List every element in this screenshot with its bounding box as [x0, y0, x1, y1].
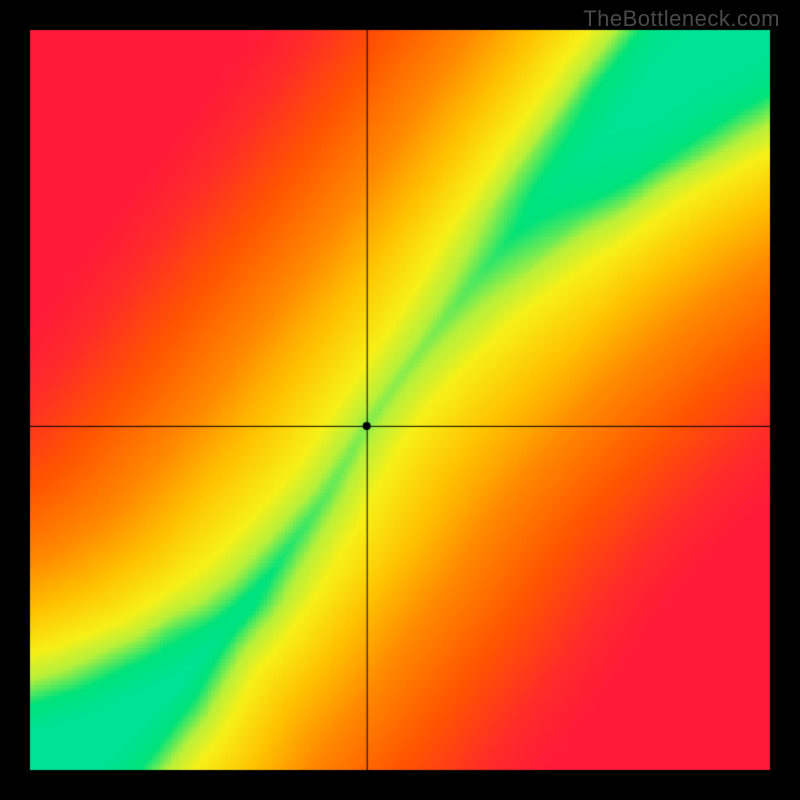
watermark-text: TheBottleneck.com [583, 6, 780, 32]
heatmap-canvas [0, 0, 800, 800]
chart-container: TheBottleneck.com [0, 0, 800, 800]
